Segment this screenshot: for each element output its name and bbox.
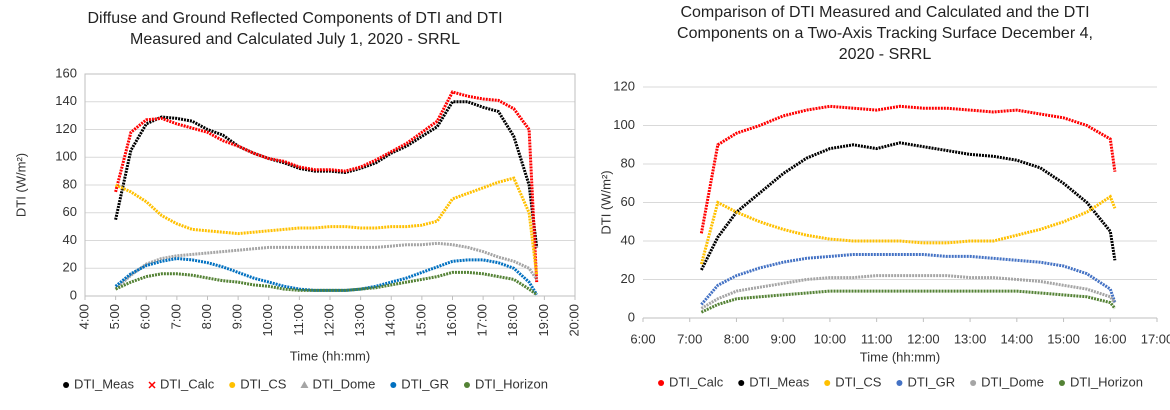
legend-label: DTI_Horizon <box>475 376 548 391</box>
legend: DTI_Calc DTI_Meas DTI_CS DTI_GR DTI_Dome DTI_… <box>658 374 1143 389</box>
x-tick-label: 10:00 <box>814 331 847 346</box>
y-tick-label: 40 <box>63 232 77 247</box>
legend-label: DTI_Calc <box>160 376 215 391</box>
y-tick-label: 80 <box>621 155 635 170</box>
x-tick-label: 15:00 <box>1047 331 1080 346</box>
x-axis-label: Time (hh:mm) <box>860 349 940 364</box>
legend-marker <box>824 380 831 386</box>
chart-panel: Comparison of DTI Measured and Calculate… <box>585 0 1170 410</box>
x-tick-label: 8:00 <box>199 304 214 329</box>
x-tick-label: 13:00 <box>954 331 987 346</box>
y-tick-label: 80 <box>63 176 77 191</box>
legend-label: DTI_Meas <box>749 374 809 389</box>
legend-label: DTI_GR <box>401 376 449 391</box>
x-tick-label: 13:00 <box>352 304 367 337</box>
y-tick-label: 0 <box>628 309 635 324</box>
x-tick-label: 17:00 <box>475 304 490 337</box>
y-tick-label: 40 <box>621 232 635 247</box>
legend-marker <box>390 382 397 388</box>
chart: 0 20 40 60 80 100 120 6:00 7:00 8:00 9:00 10:00 11:0… <box>598 78 1170 389</box>
legend-label: DTI_Calc <box>669 374 724 389</box>
x-tick-label: 7:00 <box>677 331 702 346</box>
y-tick-label: 60 <box>63 204 77 219</box>
legend-label: DTI_Horizon <box>1070 374 1143 389</box>
plot-border <box>84 73 576 297</box>
series-line <box>114 176 539 276</box>
legend-marker <box>229 382 236 388</box>
x-tick-label: 11:00 <box>291 304 306 336</box>
chart-title: Comparison of DTI Measured and Calculate… <box>677 4 1093 63</box>
y-tick-label: 120 <box>613 78 635 93</box>
legend: DTI_Meas DTI_Calc DTI_CS DTI_Dome DTI_GR DTI_… <box>63 376 548 391</box>
y-tick-label: 100 <box>613 117 635 132</box>
series-line <box>700 289 1117 314</box>
series-line <box>699 194 1117 265</box>
series-line <box>700 253 1117 306</box>
y-tick-label: 160 <box>55 65 77 80</box>
legend-label: DTI_Dome <box>312 376 375 391</box>
legend-marker <box>970 380 977 386</box>
x-tick-label: 14:00 <box>1001 331 1034 346</box>
x-tick-label: 14:00 <box>383 304 398 337</box>
x-tick-label: 12:00 <box>907 331 940 346</box>
y-tick-label: 60 <box>621 194 635 209</box>
series-line <box>699 104 1117 234</box>
x-axis-label: Time (hh:mm) <box>290 348 370 363</box>
legend-marker <box>738 380 745 386</box>
y-tick-label: 120 <box>55 121 77 136</box>
chart-panel: Diffuse and Ground Reflected Components … <box>13 10 581 391</box>
legend-marker <box>896 380 903 386</box>
x-tick-label: 16:00 <box>444 304 459 337</box>
legend-marker <box>1058 380 1065 386</box>
y-tick-label: 100 <box>55 149 77 164</box>
chart: 0 20 40 60 80 100 120 140 160 4:00 5:00 6:00 7:00 8:0… <box>13 65 581 391</box>
x-tick-label: 19:00 <box>536 304 551 337</box>
series-line <box>700 141 1117 271</box>
y-tick-label: 20 <box>63 260 77 275</box>
legend-label: DTI_Meas <box>74 376 134 391</box>
x-tick-label: 6:00 <box>630 331 655 346</box>
legend-marker <box>658 380 665 386</box>
x-tick-label: 6:00 <box>138 304 153 329</box>
series-line <box>700 274 1117 310</box>
x-tick-label: 7:00 <box>168 304 183 329</box>
legend-marker <box>463 382 470 388</box>
y-tick-label: 0 <box>70 287 77 302</box>
y-axis-label: DTI (W/m²) <box>13 153 28 217</box>
x-tick-label: 11:00 <box>861 331 893 346</box>
legend-label: DTI_CS <box>835 374 882 389</box>
x-tick-label: 15:00 <box>413 304 428 337</box>
x-tick-label: 8:00 <box>724 331 749 346</box>
series-line <box>114 90 539 283</box>
x-tick-label: 16:00 <box>1094 331 1127 346</box>
x-tick-label: 10:00 <box>260 304 275 337</box>
y-tick-label: 140 <box>55 93 77 108</box>
legend-marker <box>148 381 156 389</box>
x-tick-label: 4:00 <box>76 304 91 329</box>
x-tick-label: 17:00 <box>1141 331 1170 346</box>
series-line <box>114 256 538 296</box>
legend-label: DTI_GR <box>907 374 955 389</box>
legend-label: DTI_CS <box>240 376 287 391</box>
series-line <box>114 241 538 291</box>
x-tick-label: 9:00 <box>771 331 796 346</box>
x-tick-label: 12:00 <box>321 304 336 337</box>
series-line <box>114 270 538 296</box>
x-tick-label: 9:00 <box>230 304 245 329</box>
legend-label: DTI_Dome <box>981 374 1044 389</box>
x-tick-label: 20:00 <box>566 304 581 337</box>
x-tick-label: 18:00 <box>505 304 520 337</box>
legend-marker <box>300 381 309 388</box>
chart-title: Diffuse and Ground Reflected Components … <box>87 10 503 48</box>
y-tick-label: 20 <box>621 271 635 286</box>
legend-marker <box>63 382 70 388</box>
y-axis-label: DTI (W/m²) <box>598 170 613 234</box>
x-tick-label: 5:00 <box>107 304 122 329</box>
